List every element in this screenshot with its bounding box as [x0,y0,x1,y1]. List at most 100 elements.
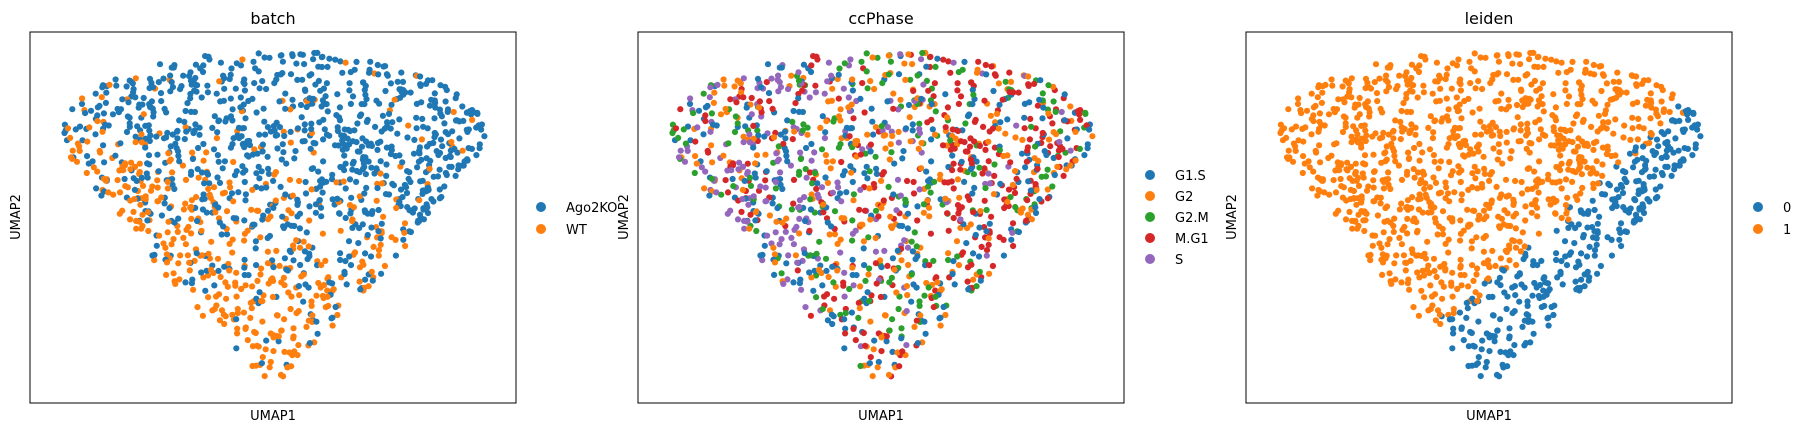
data-point [371,170,378,177]
data-point [1463,314,1470,321]
data-point [920,209,928,216]
data-point [1436,72,1443,79]
data-point [1321,189,1328,196]
data-point [216,219,223,226]
data-point [842,310,849,317]
data-point [692,138,699,145]
data-point [780,280,787,287]
data-point [294,76,301,83]
data-point [398,69,405,76]
legend-leiden: 0 1 [1753,201,1791,238]
points-batch [61,49,488,380]
data-point [1530,330,1537,337]
data-point [372,123,379,130]
data-point [1460,337,1467,344]
data-point [1363,132,1370,139]
data-point [967,165,975,173]
data-point [947,69,954,76]
data-point [773,150,780,157]
data-point [1335,207,1342,214]
data-point [789,136,796,143]
data-point [1017,207,1024,214]
data-point [149,252,156,259]
data-point [878,348,885,355]
data-point [180,206,187,213]
data-point [1518,178,1525,186]
data-point [1680,157,1687,164]
data-point [741,177,748,184]
data-point [764,232,771,239]
data-point [391,96,398,103]
data-point [1457,237,1464,244]
data-point [995,125,1002,132]
data-point [1516,238,1523,245]
data-point [1052,108,1059,115]
data-point [185,223,192,230]
data-point [296,244,304,251]
data-point [1377,200,1384,207]
data-point [1643,157,1650,164]
data-point [988,63,995,70]
data-point [146,75,154,82]
data-point [441,183,448,190]
legend-marker-wt [536,224,546,234]
data-point [750,144,757,151]
data-point [1506,325,1513,332]
data-point [1596,63,1603,70]
data-point [829,263,836,270]
data-point [1453,94,1460,101]
data-point [1641,186,1648,194]
data-point [1608,152,1615,160]
data-point [1315,84,1322,91]
data-point [216,317,223,324]
data-point [869,54,876,61]
data-point [1349,177,1356,184]
data-point [871,85,878,93]
data-point [873,170,881,177]
data-point [131,186,138,193]
data-point [348,194,355,201]
data-point [349,216,356,223]
data-point [975,253,983,260]
data-point [744,218,751,225]
legend-label-mg1: M.G1 [1175,232,1209,247]
data-point [383,161,390,168]
data-point [1647,90,1654,97]
data-point [1315,128,1322,135]
data-point [138,225,145,232]
data-point [885,71,892,78]
data-point [1640,143,1647,150]
data-point [121,175,128,183]
data-point [1354,174,1362,181]
data-point [132,133,139,140]
data-point [911,323,918,330]
data-point [981,197,988,204]
data-point [1591,252,1598,259]
data-point [383,71,390,78]
data-point [835,113,843,120]
data-point [343,145,350,152]
data-point [1562,253,1569,260]
data-point [1572,113,1580,120]
data-point [799,87,806,94]
data-point [894,349,901,356]
data-point [251,80,258,87]
data-point [1400,252,1407,259]
data-point [1385,84,1392,91]
data-point [182,107,189,115]
data-point [1380,229,1387,236]
data-point [195,174,202,181]
data-point [453,91,460,98]
data-point [473,152,480,159]
data-point [770,244,777,251]
data-point [1427,306,1434,313]
data-point [1439,208,1447,215]
data-point [895,128,902,135]
data-point [64,125,72,132]
data-point [1034,102,1041,109]
data-point [847,163,854,170]
data-point [1576,79,1583,86]
data-point [1450,330,1457,337]
data-point [828,311,836,318]
data-point [1011,189,1019,197]
